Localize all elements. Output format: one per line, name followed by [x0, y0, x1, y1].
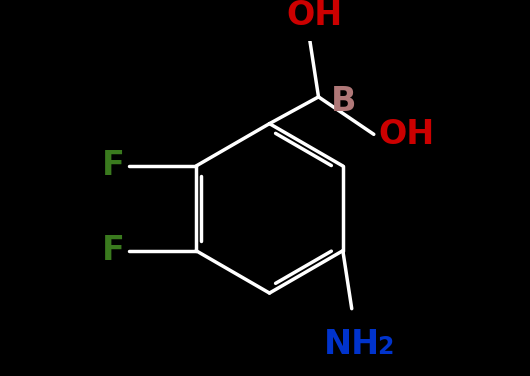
Text: F: F — [102, 234, 125, 267]
Text: OH: OH — [378, 118, 435, 151]
Text: B: B — [331, 85, 357, 118]
Text: 2: 2 — [377, 335, 393, 359]
Text: OH: OH — [286, 0, 342, 32]
Text: NH: NH — [324, 328, 380, 361]
Text: F: F — [102, 150, 125, 182]
